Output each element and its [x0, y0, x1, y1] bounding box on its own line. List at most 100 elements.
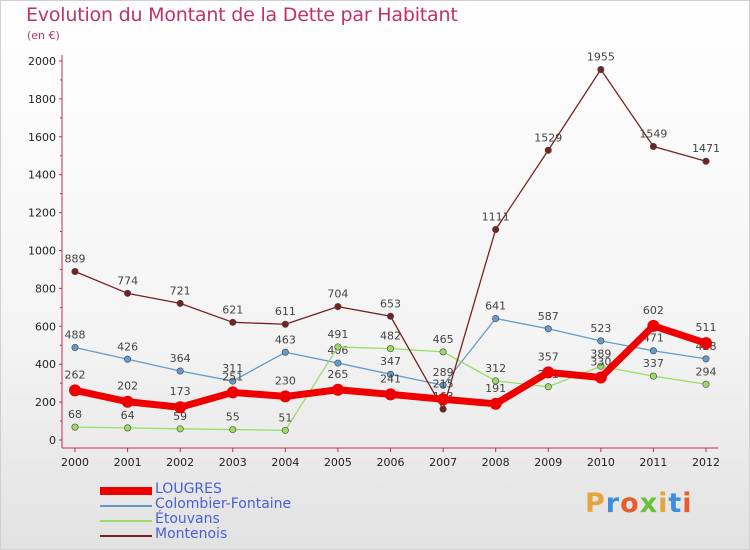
data-point [702, 157, 710, 165]
logo-letter: i [682, 488, 693, 519]
data-label: 889 [65, 253, 86, 266]
data-point [176, 425, 184, 433]
data-label: 347 [380, 355, 401, 368]
data-point [649, 372, 657, 380]
legend-label: Colombier-Fontaine [155, 496, 292, 512]
data-label: 241 [380, 372, 401, 385]
data-point [281, 320, 289, 328]
x-tick-label: 2003 [219, 456, 247, 469]
data-point [121, 395, 134, 408]
x-tick-label: 2007 [429, 456, 457, 469]
data-label: 294 [696, 365, 717, 378]
data-label: 68 [68, 408, 82, 421]
data-point [281, 426, 289, 434]
data-point [597, 66, 605, 74]
data-point [439, 348, 447, 356]
data-label: 1529 [534, 131, 562, 144]
data-point [702, 355, 710, 363]
data-point [281, 348, 289, 356]
y-tick-label: 600 [35, 320, 56, 333]
y-tick-label: 800 [35, 282, 56, 295]
data-point [437, 393, 450, 406]
data-point [702, 380, 710, 388]
data-point [229, 426, 237, 434]
x-tick-label: 2004 [271, 456, 299, 469]
data-label: 721 [170, 284, 191, 297]
data-label: 1549 [639, 127, 667, 140]
legend-label: LOUGRES [155, 481, 222, 497]
y-tick-label: 400 [35, 358, 56, 371]
data-label: 191 [485, 382, 506, 395]
data-label: 357 [538, 350, 559, 363]
data-label: 202 [117, 380, 138, 393]
data-point [384, 388, 397, 401]
data-label: 704 [327, 288, 348, 301]
data-point [279, 390, 292, 403]
data-point [649, 142, 657, 150]
data-point [176, 367, 184, 375]
logo-letter: x [639, 488, 659, 519]
data-label: 602 [643, 304, 664, 317]
data-label: 312 [485, 362, 506, 375]
logo-letter: t [668, 488, 683, 519]
data-point [544, 146, 552, 154]
x-tick-label: 2002 [166, 456, 194, 469]
data-label: 641 [485, 300, 506, 313]
data-label: 51 [278, 411, 292, 424]
data-label: 523 [590, 322, 611, 335]
y-tick-label: 1800 [28, 93, 56, 106]
data-label: 262 [65, 368, 86, 381]
chart-title: Evolution du Montant de la Dette par Hab… [26, 4, 458, 26]
data-label: 364 [170, 352, 191, 365]
data-label: 289 [433, 366, 454, 379]
data-label: 426 [117, 340, 138, 353]
data-point [229, 318, 237, 326]
data-point [226, 386, 239, 399]
data-point [492, 225, 500, 233]
chart-unit: (en €) [27, 29, 60, 42]
data-point [544, 325, 552, 333]
data-label: 1471 [692, 142, 720, 155]
data-point [71, 268, 79, 276]
data-point [542, 366, 555, 379]
data-label: 337 [643, 357, 664, 370]
logo-letter: P [585, 488, 606, 519]
data-point [489, 397, 502, 410]
data-point [124, 289, 132, 297]
y-tick-label: 0 [49, 434, 56, 447]
data-point [334, 303, 342, 311]
legend-swatch [100, 505, 152, 507]
data-point [386, 345, 394, 353]
data-label: 389 [590, 347, 611, 360]
data-label: 491 [327, 328, 348, 341]
data-point [492, 377, 500, 385]
data-point [647, 319, 660, 332]
data-point [439, 381, 447, 389]
data-point [594, 371, 607, 384]
x-tick-label: 2006 [377, 456, 405, 469]
x-tick-label: 2008 [482, 456, 510, 469]
data-label: 173 [170, 385, 191, 398]
y-tick-label: 1400 [28, 169, 56, 182]
data-label: 587 [538, 310, 559, 323]
proxiti-logo: Proxiti [585, 488, 693, 519]
data-label: 230 [275, 374, 296, 387]
x-tick-label: 2012 [692, 456, 720, 469]
data-point [124, 424, 132, 432]
data-label: 511 [696, 321, 717, 334]
data-point [544, 383, 552, 391]
data-point [386, 370, 394, 378]
logo-letter: r [605, 488, 621, 519]
y-tick-label: 1200 [28, 207, 56, 220]
x-tick-label: 2001 [114, 456, 142, 469]
data-point [71, 423, 79, 431]
legend-label: Étouvans [155, 511, 220, 527]
data-label: 1955 [587, 51, 615, 64]
x-tick-label: 2011 [639, 456, 667, 469]
data-label: 311 [222, 362, 243, 375]
y-tick-label: 1600 [28, 131, 56, 144]
data-label: 251 [222, 370, 243, 383]
data-point [71, 344, 79, 352]
x-tick-label: 2009 [534, 456, 562, 469]
